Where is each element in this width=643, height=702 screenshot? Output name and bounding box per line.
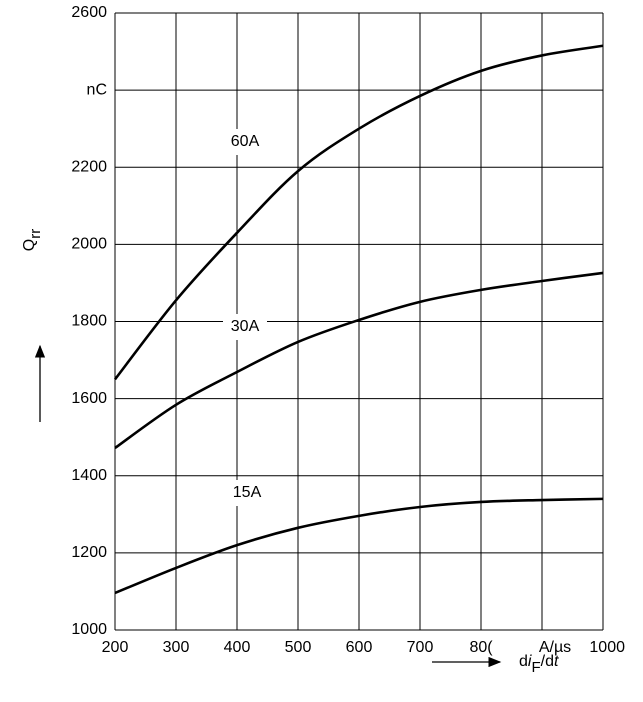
y-tick-label: 1400 — [71, 467, 107, 484]
y-label-main: Q — [21, 239, 38, 251]
y-tick-label: 1200 — [71, 544, 107, 561]
x-tick-label: 300 — [163, 639, 190, 656]
curve-label: 60A — [231, 133, 260, 150]
curve — [114, 497, 604, 595]
y-tick-label: nC — [87, 81, 107, 98]
y-tick-label: 2000 — [71, 236, 107, 253]
x-tick-label: 200 — [102, 639, 129, 656]
x-label-part: /d — [541, 653, 554, 670]
y-axis-label: Qrr — [21, 229, 44, 251]
x-axis-label: diF/dt — [519, 653, 559, 676]
grid — [114, 12, 604, 631]
curves — [113, 44, 604, 595]
curve — [113, 44, 604, 381]
y-label-sub: rr — [27, 229, 44, 239]
x-label-part: i — [528, 653, 532, 670]
x-tick-label: 1000 — [589, 639, 625, 656]
y-tick-label: 2200 — [71, 158, 107, 175]
y-tick-label: 2600 — [71, 4, 107, 21]
curve — [114, 271, 604, 450]
x-tick-label: 400 — [224, 639, 251, 656]
x-label-part: d — [519, 653, 528, 670]
x-tick-label: A/µs — [539, 639, 571, 656]
x-tick-label: 80( — [469, 639, 493, 656]
x-tick-label: 500 — [285, 639, 312, 656]
x-tick-label: 700 — [407, 639, 434, 656]
curve-label: 15A — [233, 484, 262, 501]
x-tick-label: 600 — [346, 639, 373, 656]
x-label-part: F — [531, 659, 540, 676]
label-background — [223, 129, 267, 155]
label-background — [225, 480, 269, 506]
x-label-part: t — [554, 653, 559, 670]
y-tick-label: 1000 — [71, 621, 107, 638]
labels: 1000 1200 1400 1600 1800 2000 2200 nC 2600 200 300… — [21, 4, 625, 676]
y-tick-label: 1600 — [71, 390, 107, 407]
y-tick-label: 1800 — [71, 313, 107, 330]
label-background — [223, 314, 267, 340]
curve-label: 30A — [231, 318, 260, 335]
